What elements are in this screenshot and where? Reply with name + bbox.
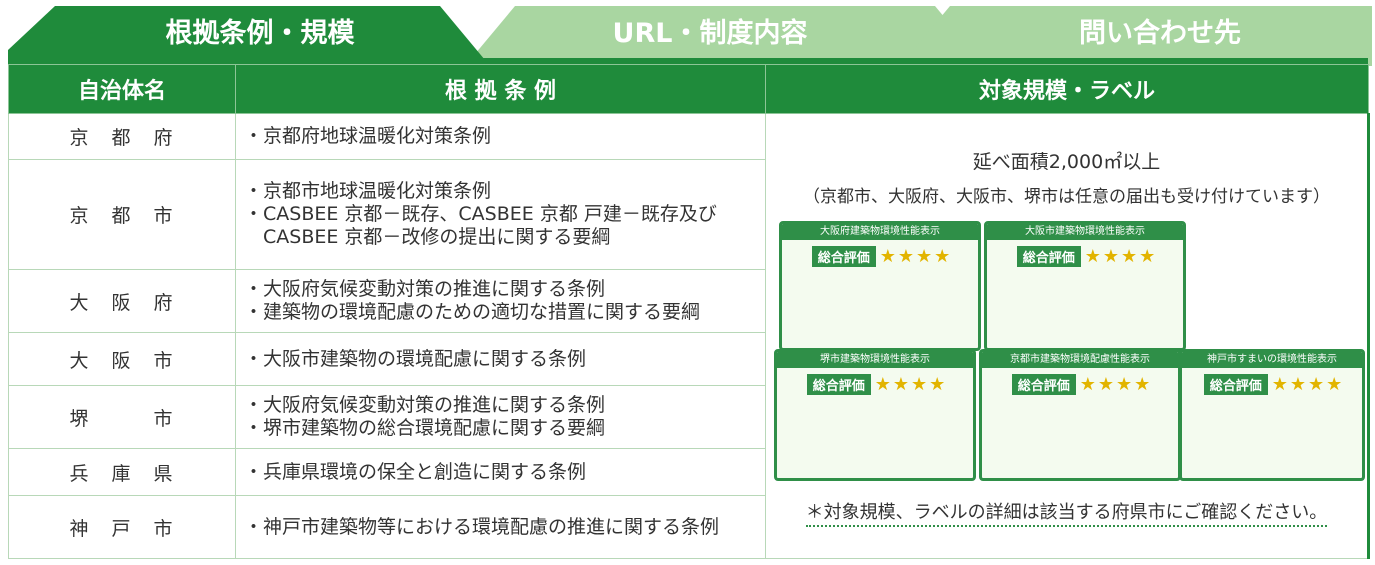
ordinance-cell: ・兵庫県環境の保全と創造に関する条例 [235, 448, 766, 496]
label-title: 大阪府建築物環境性能表示 [782, 224, 978, 240]
ordinance-cell: ・大阪市建築物の環境配慮に関する条例 [235, 332, 766, 386]
tab[interactable]: URL・制度内容 [612, 18, 808, 49]
ordinance-cell: ・神戸市建築物等における環境配慮の推進に関する条例 [235, 495, 766, 559]
scope-note: （京都市、大阪府、大阪市、堺市は任意の届出も受け付けています） [803, 187, 1330, 207]
stars: ★★★★ [879, 246, 953, 267]
municipality: 兵 庫 県 [8, 448, 236, 496]
table-row: 京 都 府・京都府地球温暖化対策条例 延べ面積2,000㎡以上 （京都市、大阪府、大… [8, 113, 1370, 559]
label-image: 大阪市建築物環境性能表示総合評価 ★★★★ [984, 221, 1186, 351]
municipality: 京 都 市 [8, 159, 236, 270]
municipality: 大 阪 市 [8, 332, 236, 386]
municipality: 京 都 府 [8, 113, 236, 160]
ordinance: ・大阪府気候変動対策の推進に関する条例 [244, 394, 606, 416]
ordinance: ・神戸市建築物等における環境配慮の推進に関する条例 [244, 515, 720, 538]
municipality: 神 戸 市 [8, 495, 236, 559]
table-row: 神 戸 市・神戸市建築物等における環境配慮の推進に関する条例 [8, 495, 1369, 559]
ordinance-cell: ・京都市地球温暖化対策条例 ・CASBEE 京都－既存、CASBEE 京都 戸建－… [235, 159, 766, 270]
header-cell: 自治体名 [8, 64, 236, 114]
header-cell: 根 拠 条 例 [235, 64, 766, 114]
stars: ★★★★ [1084, 246, 1158, 267]
municipality: 大 阪 府 [8, 269, 236, 333]
label-image: 大阪府建築物環境性能表示総合評価 ★★★★ [779, 221, 981, 351]
label-rating: 総合評価 [806, 374, 871, 395]
tab-bar [8, 6, 1372, 66]
table-row: 兵 庫 県・兵庫県環境の保全と創造に関する条例 [8, 448, 1369, 496]
ordinance: ・建築物の環境配慮のための適切な措置に関する要綱 [244, 301, 701, 323]
label-image: 神戸市すまいの環境性能表示総合評価 ★★★★ [1179, 349, 1365, 481]
ordinance: ・CASBEE 京都－既存、CASBEE 京都 戸建－既存及びCASBEE 京都… [244, 203, 717, 248]
label-title: 神戸市すまいの環境性能表示 [1182, 352, 1362, 368]
table-row: 大 阪 府・大阪府気候変動対策の推進に関する条例 ・建築物の環境配慮のための適切な… [8, 269, 1369, 333]
tab-underline [8, 58, 1368, 66]
label-rating: 総合評価 [811, 246, 876, 267]
footnote: ＊対象規模、ラベルの詳細は該当する府県市にご確認ください。 [805, 502, 1328, 527]
ordinance: ・兵庫県環境の保全と創造に関する条例 [244, 460, 587, 483]
municipality: 堺 市 [8, 385, 236, 449]
ordinance: ・大阪市建築物の環境配慮に関する条例 [244, 347, 587, 370]
label-rating: 総合評価 [1016, 246, 1081, 267]
stars: ★★★★ [1271, 374, 1345, 395]
stars: ★★★★ [1079, 374, 1153, 395]
ordinance: ・京都府地球温暖化対策条例 [244, 125, 492, 147]
label-title: 京都市建築物環境配慮性能表示 [982, 352, 1178, 368]
tab[interactable]: 問い合わせ先 [1079, 18, 1241, 49]
stars: ★★★★ [874, 374, 948, 395]
header-cell: 対象規模・ラベル [765, 64, 1369, 114]
ordinance-cell: ・京都府地球温暖化対策条例 [235, 113, 766, 160]
tab[interactable]: 根拠条例・規模 [165, 18, 355, 49]
scope-main: 延べ面積2,000㎡以上 [972, 151, 1161, 173]
tab-bg-active[interactable] [8, 6, 490, 66]
ordinance: ・大阪府気候変動対策の推進に関する条例 [244, 278, 606, 300]
label-images: 大阪府建築物環境性能表示 総合評価 ★★★★ 大阪市建築物環境性能表示 総合評価 ★★★★… [767, 221, 1366, 491]
label-title: 大阪市建築物環境性能表示 [987, 224, 1183, 240]
ordinance-table: 自治体名 根 拠 条 例 対象規模・ラベル 京 都 府・京都府地球温暖化対策条例… [8, 64, 1370, 559]
label-title: 堺市建築物環境性能表示 [777, 352, 973, 368]
table-row: 京 都 市・京都市地球温暖化対策条例 ・CASBEE 京都－既存、CASBEE 京… [8, 159, 1369, 270]
scope-cell: 延べ面積2,000㎡以上 （京都市、大阪府、大阪市、堺市は任意の届出も受け付けてい… [765, 113, 1370, 559]
label-image: 堺市建築物環境性能表示総合評価 ★★★★ [774, 349, 976, 481]
tab-bg[interactable] [465, 6, 985, 66]
label-image: 京都市建築物環境配慮性能表示総合評価 ★★★★ [979, 349, 1181, 481]
ordinance: ・堺市建築物の総合環境配慮に関する要綱 [244, 417, 606, 439]
label-rating: 総合評価 [1203, 374, 1268, 395]
ordinance-cell: ・大阪府気候変動対策の推進に関する条例 ・建築物の環境配慮のための適切な措置に関す… [235, 269, 766, 333]
tab-bg[interactable] [900, 6, 1372, 66]
ordinance-cell: ・大阪府気候変動対策の推進に関する条例 ・堺市建築物の総合環境配慮に関する要綱 [235, 385, 766, 449]
footnote-wrap: ＊対象規模、ラベルの詳細は該当する府県市にご確認ください。 [766, 498, 1367, 527]
label-rating: 総合評価 [1011, 374, 1076, 395]
ordinance: ・京都市地球温暖化対策条例 [244, 180, 492, 202]
